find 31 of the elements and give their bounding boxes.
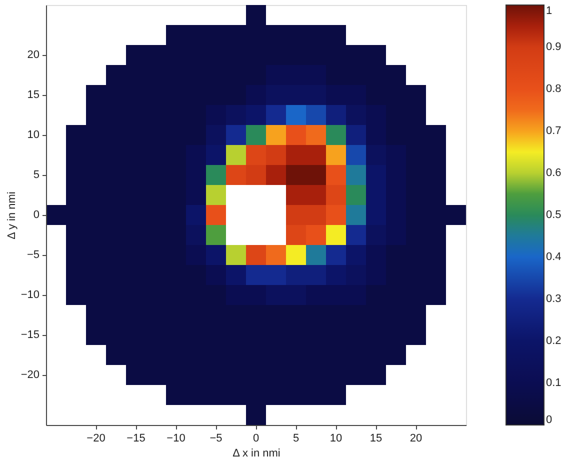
x-tick-label: −20 [86, 432, 106, 444]
x-tick-label: 15 [370, 432, 382, 444]
x-tick-label: −15 [126, 432, 146, 444]
color-bar-label: 0.2 [546, 335, 562, 347]
x-tick-label: −10 [166, 432, 186, 444]
x-tick-label: −5 [210, 432, 222, 444]
y-tick-label: −15 [20, 329, 40, 341]
color-bar-label: 0.1 [546, 377, 562, 389]
color-bar-label: 0.4 [546, 251, 562, 263]
y-axis-title: Δ y in nmi [6, 192, 18, 240]
y-tick-label: 10 [27, 129, 40, 141]
y-tick-label: −10 [20, 289, 40, 301]
x-tick-label: 20 [410, 432, 422, 444]
x-axis-title: Δ x in nmi [232, 448, 280, 460]
color-bar-label: 0.6 [546, 167, 562, 179]
x-tick-label: 0 [252, 432, 260, 444]
y-tick-label: 20 [27, 49, 40, 61]
y-tick-label: 5 [33, 169, 40, 181]
color-bar-label: 0.5 [546, 209, 562, 221]
color-bar-label: 1 [546, 5, 552, 17]
y-tick-label: −20 [20, 369, 40, 381]
x-tick-label: 5 [292, 432, 300, 444]
y-tick-label: 15 [27, 89, 40, 101]
y-tick-label: 0 [33, 209, 40, 221]
x-tick-label: 10 [330, 432, 342, 444]
color-bar-label: 0 [546, 414, 552, 426]
color-bar-label: 0.8 [546, 83, 562, 95]
color-bar-label: 0.3 [546, 293, 562, 305]
y-tick-label: −5 [26, 249, 40, 261]
color-bar-label: 0.7 [546, 125, 562, 137]
color-bar-label: 0.9 [546, 41, 562, 53]
